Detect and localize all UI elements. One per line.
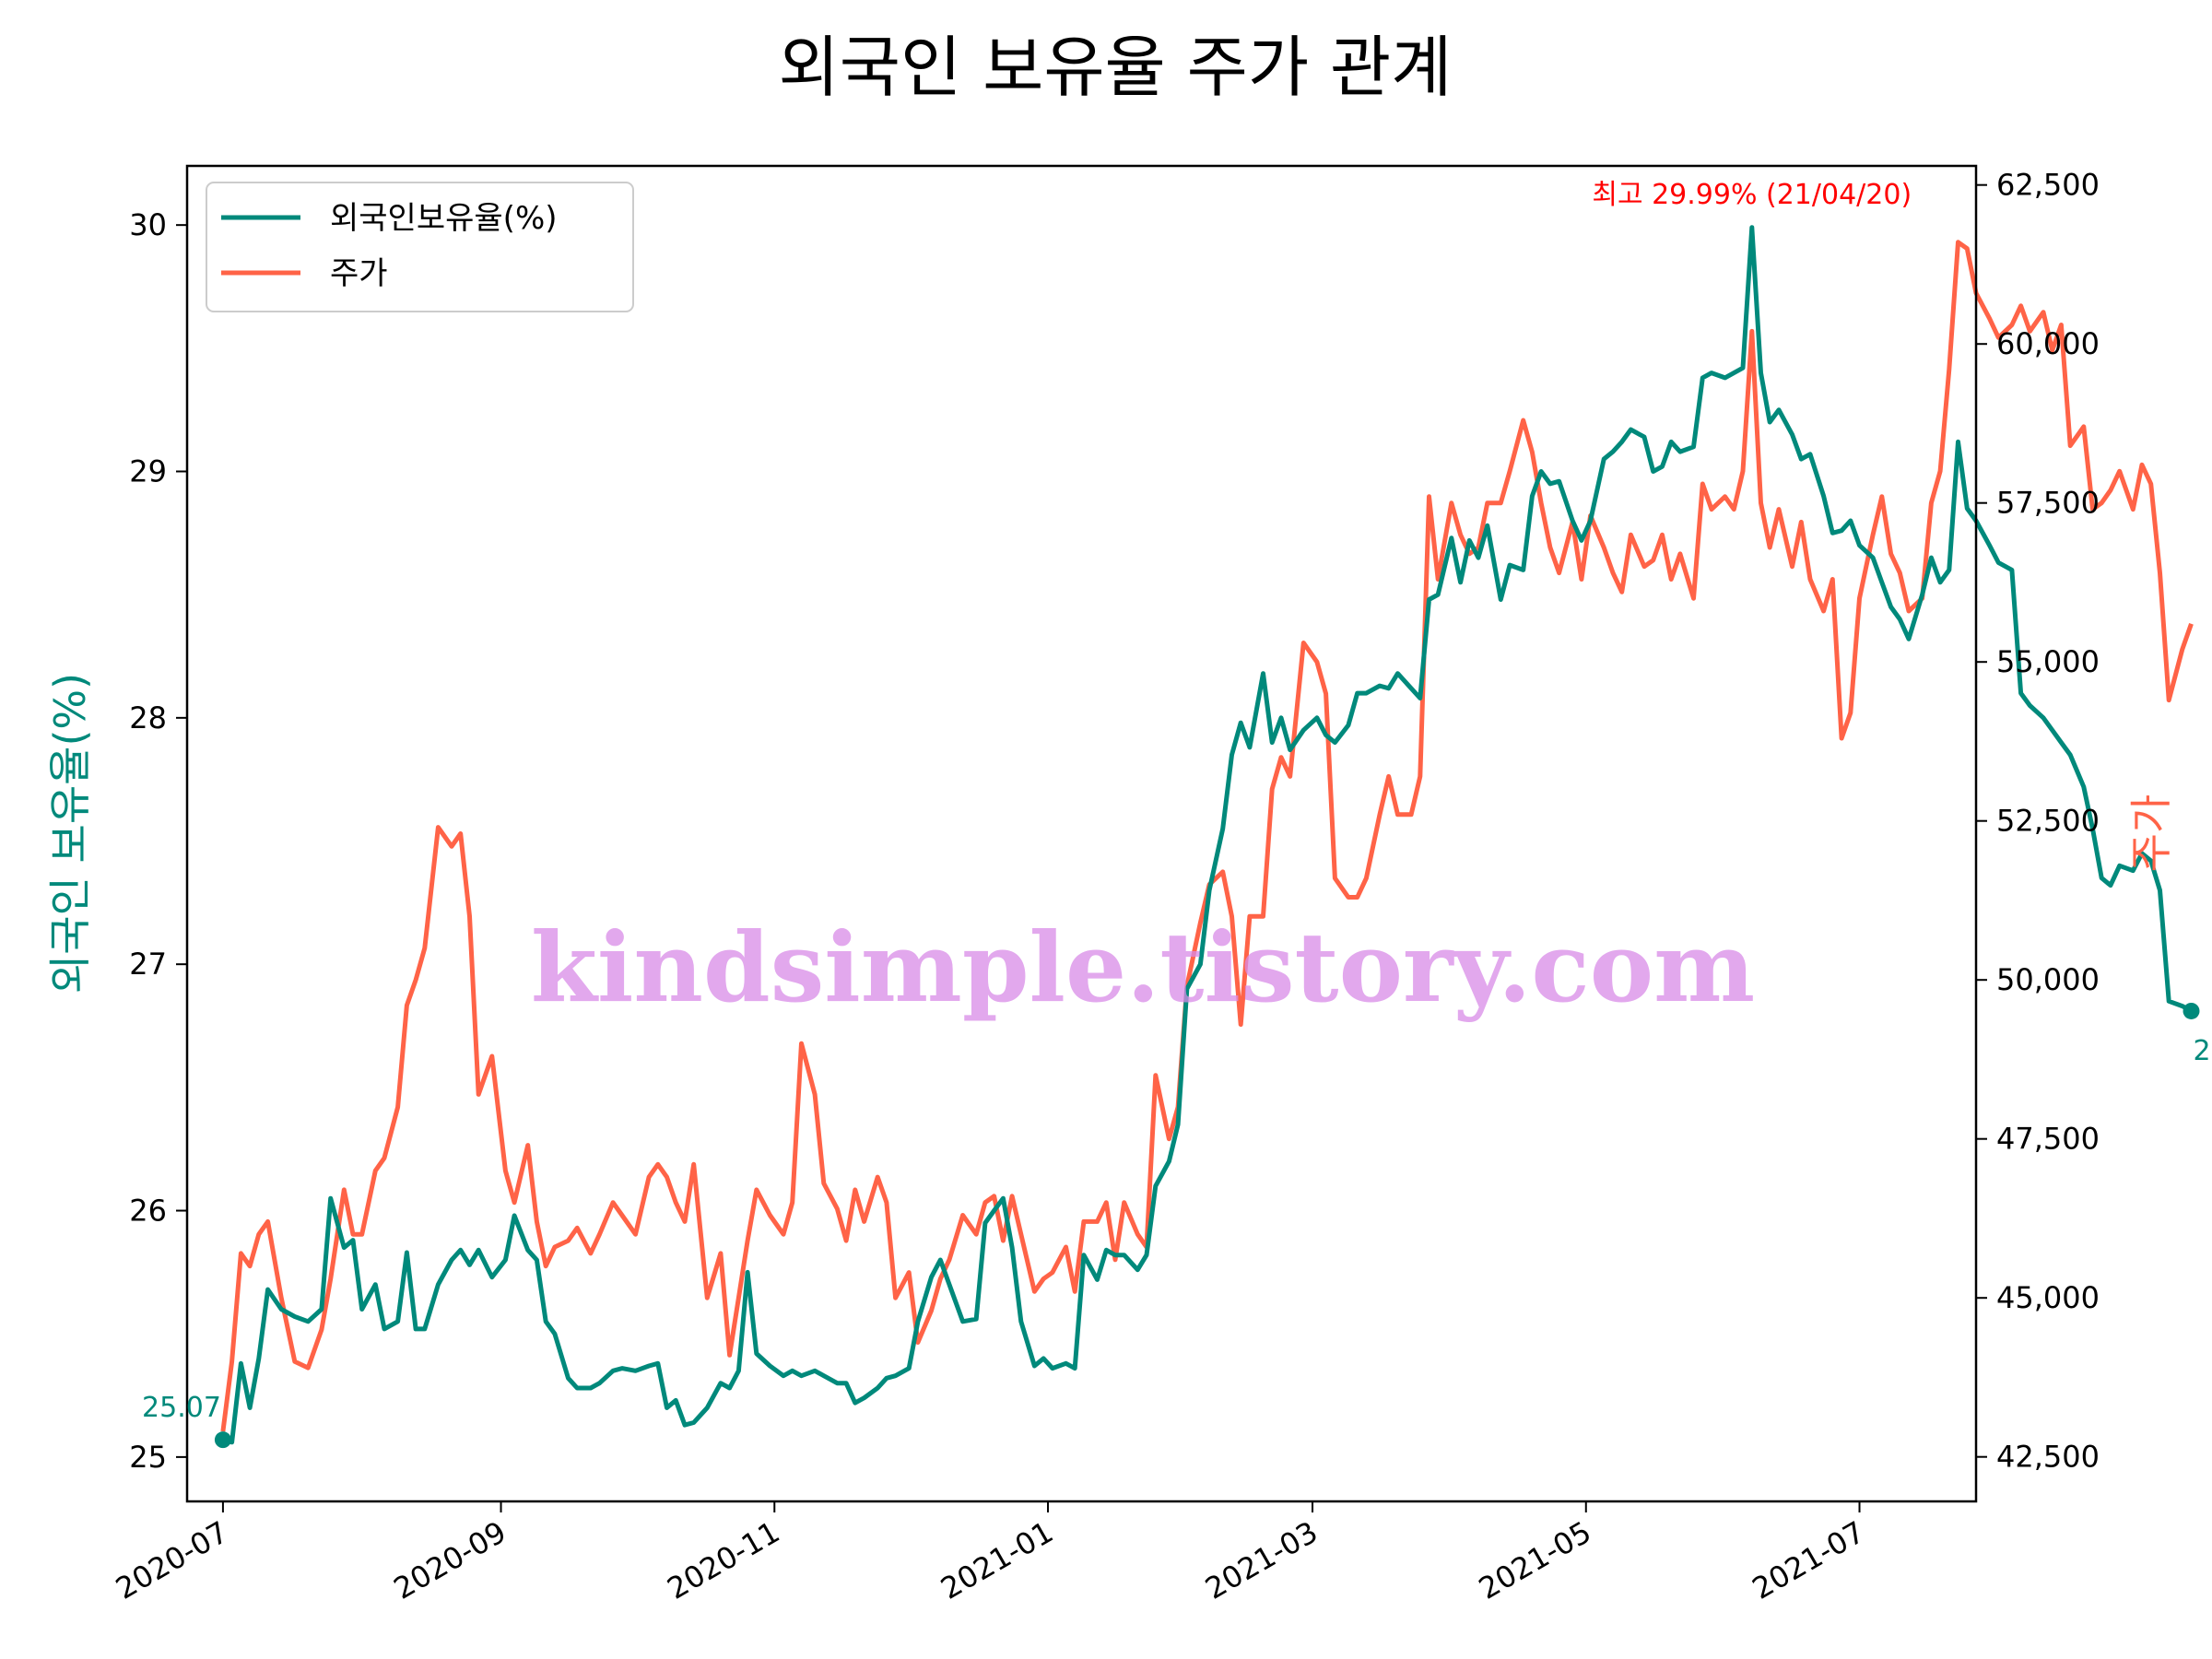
y-axis-right-label: 주가	[2126, 794, 2176, 873]
x-axis: 2020-07 2020-09 2020-11 2021-01 2021-03 2021-…	[110, 1501, 1871, 1606]
y-right-tick-label: 57,500	[1996, 486, 2100, 521]
y-axis-left-label: 외국인 보유율(%)	[45, 673, 95, 994]
y-right-tick-label: 62,500	[1996, 168, 2100, 203]
y-right-tick-label: 55,000	[1996, 644, 2100, 679]
x-tick-label: 2021-01	[935, 1514, 1059, 1606]
legend-label-price: 주가	[330, 255, 388, 292]
plot-frame	[185, 164, 1978, 1503]
x-tick-label: 2021-03	[1199, 1514, 1324, 1606]
end-value-label: 26.81	[2194, 1035, 2212, 1067]
y-left-tick-label: 29	[129, 454, 167, 489]
y-right-tick-label: 50,000	[1996, 962, 2100, 997]
y-axis-right: 42,500 45,000 47,500 50,000 52,500 55,000 57,5…	[1976, 168, 2100, 1475]
y-left-tick-label: 26	[129, 1194, 167, 1229]
x-tick-label: 2020-07	[110, 1514, 234, 1606]
y-right-tick-label: 60,000	[1996, 326, 2100, 361]
y-left-tick-label: 25	[129, 1440, 167, 1475]
chart-title: 외국인 보유율 주가 관계	[778, 29, 1452, 106]
legend-label-holding: 외국인보유율(%)	[330, 200, 558, 237]
start-point-marker	[214, 1431, 231, 1449]
y-axis-left: 25 26 27 28 29 30	[129, 207, 187, 1475]
series-line-price	[220, 240, 2194, 1432]
x-tick-label: 2021-05	[1473, 1514, 1597, 1606]
series-line-holding	[222, 225, 2193, 1445]
y-right-tick-label: 42,500	[1996, 1440, 2100, 1475]
x-tick-label: 2021-07	[1747, 1514, 1871, 1606]
series-layer	[220, 225, 2194, 1445]
x-tick-label: 2020-09	[388, 1514, 512, 1606]
legend: 외국인보유율(%) 주가	[206, 182, 634, 312]
legend-box	[206, 182, 634, 312]
x-tick-label: 2020-11	[661, 1514, 785, 1606]
y-right-tick-label: 47,500	[1996, 1122, 2100, 1157]
start-value-label: 25.07	[142, 1392, 221, 1424]
y-left-tick-label: 27	[129, 947, 167, 982]
annotations: 최고 29.99% (21/04/20) 25.07 26.81	[142, 179, 2212, 1449]
y-right-tick-label: 52,500	[1996, 804, 2100, 839]
y-right-tick-label: 45,000	[1996, 1280, 2100, 1315]
max-annotation: 최고 29.99% (21/04/20)	[1592, 179, 1912, 211]
end-point-marker	[2183, 1002, 2200, 1019]
y-left-tick-label: 30	[129, 207, 167, 242]
y-left-tick-label: 28	[129, 700, 167, 735]
watermark: kindsimple.tistory.com	[531, 911, 1755, 1024]
